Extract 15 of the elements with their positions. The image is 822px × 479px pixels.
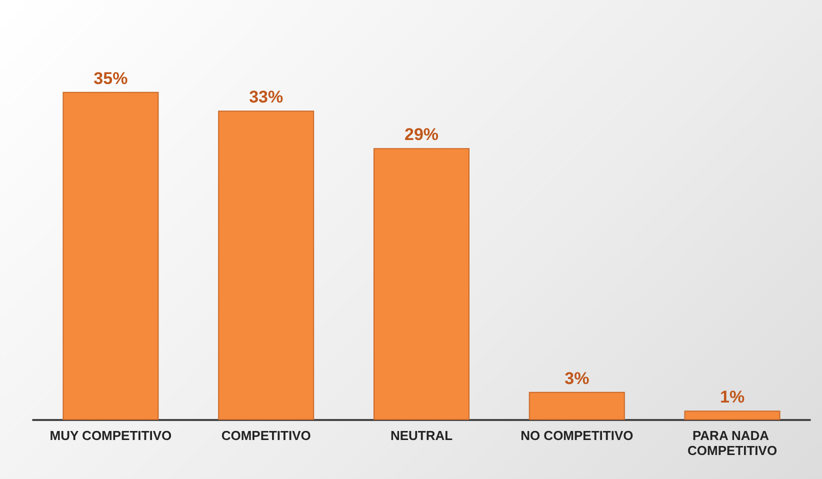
- x-tick-label: PARA NADA COMPETITIVO: [688, 428, 778, 458]
- bar: [218, 110, 314, 420]
- bar: [374, 148, 470, 420]
- data-label: 33%: [249, 88, 284, 107]
- bar: [62, 92, 159, 420]
- data-label: 35%: [94, 68, 128, 88]
- bar: [684, 410, 780, 420]
- x-tick-label: MUY COMPETITIVO: [50, 428, 172, 443]
- data-label: 1%: [720, 388, 745, 407]
- bar: [528, 392, 625, 420]
- x-tick-label: NEUTRAL: [390, 428, 453, 443]
- x-tick-label: NO COMPETITIVO: [520, 428, 634, 443]
- x-tick-label: COMPETITIVO: [221, 428, 311, 443]
- data-label: 29%: [404, 125, 439, 144]
- data-label: 3%: [564, 368, 590, 388]
